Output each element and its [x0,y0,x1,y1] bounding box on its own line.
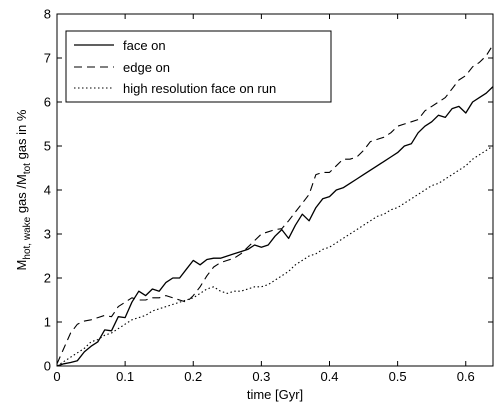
x-tick-label: 0.6 [457,369,475,384]
series-high-res-face-on [56,145,494,367]
x-tick-label: 0 [53,369,60,384]
y-tick-label: 7 [44,51,51,66]
x-tick-label: 0.1 [116,369,134,384]
legend-label-face-on: face on [123,38,166,53]
y-axis-label: Mhot, wake gas /Mtot gas in % [14,109,33,270]
y-axis-label-m1: M [14,260,29,271]
x-axis: 0 0.1 0.2 0.3 0.4 0.5 0.6 [53,14,475,384]
y-axis-label-m3: gas in % [14,109,29,163]
x-tick-label: 0.3 [252,369,270,384]
y-tick-label: 0 [44,359,51,374]
y-axis: 0 1 2 3 4 5 6 7 8 [44,7,493,374]
y-tick-label: 2 [44,271,51,286]
y-tick-label: 4 [44,183,51,198]
x-tick-label: 0.5 [389,369,407,384]
legend: face on edge on high resolution face on … [65,30,332,103]
series-face-on [56,86,494,367]
legend-box [65,30,332,103]
series-layer [56,44,494,367]
y-axis-label-sub1: hot, wake [22,216,33,259]
y-tick-label: 5 [44,139,51,154]
legend-label-high-res: high resolution face on run [123,81,276,96]
y-tick-label: 1 [44,315,51,330]
x-axis-label: time [Gyr] [247,387,303,402]
x-tick-label: 0.2 [184,369,202,384]
y-tick-label: 3 [44,227,51,242]
y-tick-label: 8 [44,7,51,22]
x-tick-label: 0.4 [320,369,338,384]
series-edge-on [56,44,494,365]
y-tick-label: 6 [44,95,51,110]
y-axis-label-m2: gas /M [14,174,29,217]
y-axis-label-sub2: tot [22,163,33,174]
legend-label-edge-on: edge on [123,60,170,75]
